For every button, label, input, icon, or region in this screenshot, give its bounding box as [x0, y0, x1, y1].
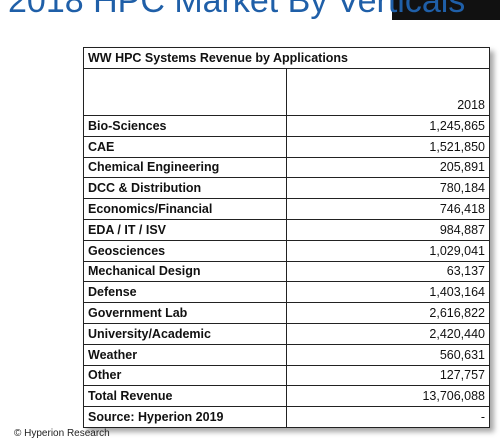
row-label: Government Lab — [83, 302, 287, 324]
row-value: 127,757 — [286, 364, 490, 387]
row-value: - — [286, 406, 490, 428]
table-row: Other 127,757 — [83, 364, 490, 387]
row-label: Economics/Financial — [83, 198, 287, 220]
row-value: 984,887 — [286, 218, 490, 241]
table-row: Source: Hyperion 2019- — [83, 406, 490, 428]
row-value: 13,706,088 — [286, 385, 490, 408]
row-value: 1,521,850 — [286, 135, 490, 158]
row-label: Geosciences — [83, 239, 287, 262]
header-blank — [83, 68, 287, 116]
table-row: Total Revenue 13,706,088 — [83, 385, 490, 408]
table-row: University/Academic 2,420,440 — [83, 322, 490, 345]
row-value: 2,616,822 — [286, 302, 490, 324]
table-row: Geosciences 1,029,041 — [83, 239, 490, 262]
row-label: Source: Hyperion 2019 — [83, 406, 287, 428]
column-header: 2018 — [286, 68, 490, 116]
row-value: 205,891 — [286, 156, 490, 179]
table-row: EDA / IT / ISV 984,887 — [83, 218, 490, 241]
table-row: Mechanical Design 63,137 — [83, 260, 490, 283]
table-row: CAE 1,521,850 — [83, 135, 490, 158]
table-row: Defense 1,403,164 — [83, 281, 490, 304]
row-label: Mechanical Design — [83, 260, 287, 283]
table-row: DCC & Distribution 780,184 — [83, 177, 490, 200]
row-value: 560,631 — [286, 343, 490, 366]
row-value: 2,420,440 — [286, 322, 490, 345]
row-value: 1,029,041 — [286, 239, 490, 262]
footer: © Hyperion Research — [14, 428, 110, 439]
table-row: Bio-Sciences 1,245,865 — [83, 115, 490, 137]
table-body: WW HPC Systems Revenue by Applications 2… — [83, 47, 490, 428]
row-label: Total Revenue — [83, 385, 287, 408]
row-label: Defense — [83, 281, 287, 304]
row-value: 780,184 — [286, 177, 490, 200]
row-value: 1,403,164 — [286, 281, 490, 304]
table-frame: WW HPC Systems Revenue by Applications 2… — [83, 47, 490, 428]
table-row: Weather 560,631 — [83, 343, 490, 366]
top-bar — [392, 0, 500, 20]
table-row: Government Lab 2,616,822 — [83, 302, 490, 324]
header-row: 2018 — [83, 68, 490, 116]
caption-row: WW HPC Systems Revenue by Applications — [83, 47, 490, 69]
slide-title: 2018 HPC Market By Verticals — [8, 0, 466, 20]
revenue-table: WW HPC Systems Revenue by Applications 2… — [83, 47, 490, 428]
table-caption: WW HPC Systems Revenue by Applications — [83, 47, 490, 69]
row-label: Weather — [83, 343, 287, 366]
row-value: 1,245,865 — [286, 115, 490, 137]
row-label: Chemical Engineering — [83, 156, 287, 179]
row-label: Bio-Sciences — [83, 115, 287, 137]
row-label: Other — [83, 364, 287, 387]
row-label: University/Academic — [83, 322, 287, 345]
table-row: Chemical Engineering 205,891 — [83, 156, 490, 179]
table-row: Economics/Financial 746,418 — [83, 198, 490, 220]
row-value: 63,137 — [286, 260, 490, 283]
row-label: DCC & Distribution — [83, 177, 287, 200]
row-label: EDA / IT / ISV — [83, 218, 287, 241]
row-value: 746,418 — [286, 198, 490, 220]
row-label: CAE — [83, 135, 287, 158]
